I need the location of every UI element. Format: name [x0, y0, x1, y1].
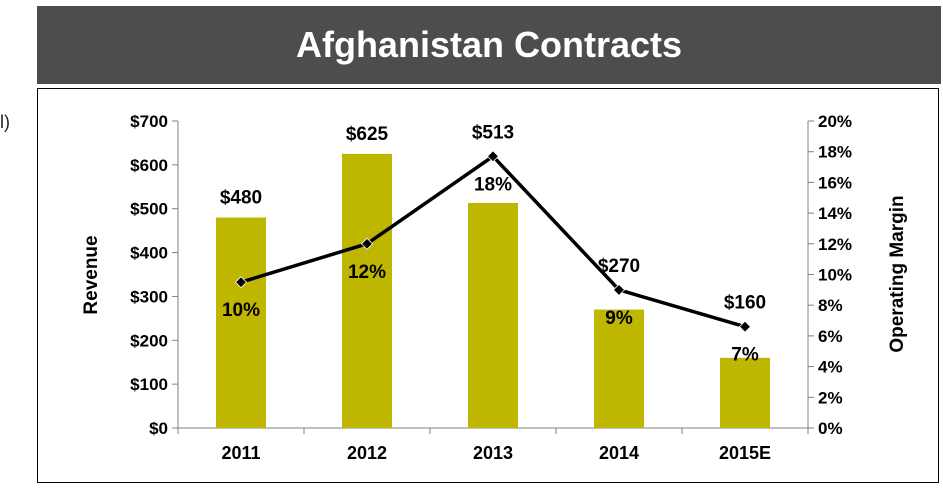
right-axis-tick-label: 10%	[818, 266, 852, 285]
revenue-bar	[720, 357, 770, 428]
right-axis-tick-label: 20%	[818, 112, 852, 131]
line-series	[234, 150, 752, 333]
right-axis-tick-label: 4%	[818, 358, 843, 377]
data-labels: $480 $625 $513 $270 $160 10% 12% 18% 9% 7%	[220, 122, 766, 365]
right-axis-tick-label: 2%	[818, 388, 843, 407]
operating-margin-point	[612, 283, 626, 296]
chart-axes: $0 $100 $200 $300 $400 $500 $600 $700 0% 2% 4% 6% 8%…	[81, 112, 908, 463]
left-axis-title: Revenue	[81, 235, 102, 314]
operating-margin-label: 10%	[222, 300, 260, 321]
x-axis-tick-label: 2015E	[719, 443, 771, 463]
operating-margin-point	[234, 276, 248, 289]
right-axis-tick-label: 8%	[818, 296, 843, 315]
right-axis-tick-label: 12%	[818, 235, 852, 254]
bar-series	[216, 153, 770, 428]
x-axis-tick-label: 2013	[473, 443, 513, 463]
right-axis-title: Operating Margin	[887, 195, 908, 352]
x-axis-tick-label: 2012	[347, 443, 387, 463]
x-axis-tick-label: 2014	[599, 443, 639, 463]
left-axis-tick-label: $100	[130, 375, 168, 394]
operating-margin-label: 7%	[731, 345, 759, 366]
right-axis-tick-label: 0%	[818, 419, 843, 438]
right-axis-tick-label: 18%	[818, 143, 852, 162]
left-axis-tick-label: $300	[130, 287, 168, 306]
left-axis-tick-label: $0	[149, 419, 168, 438]
right-axis-tick-label: 16%	[818, 173, 852, 192]
left-axis-tick-label: $500	[130, 200, 168, 219]
operating-margin-label: 12%	[348, 262, 386, 283]
operating-margin-label: 18%	[474, 174, 512, 195]
operating-margin-point	[738, 320, 752, 333]
operating-margin-point	[486, 150, 500, 163]
left-axis-tick-label: $200	[130, 331, 168, 350]
revenue-bar	[594, 309, 644, 428]
right-axis-tick-label: 14%	[818, 204, 852, 223]
left-axis-tick-label: $400	[130, 244, 168, 263]
chart-title-banner: Afghanistan Contracts	[37, 6, 941, 84]
revenue-bar-label: $480	[220, 187, 262, 208]
side-mark: l)	[0, 112, 10, 132]
x-axis-tick-label: 2011	[221, 443, 260, 463]
operating-margin-point	[360, 237, 374, 250]
right-axis-tick-label: 6%	[818, 327, 843, 346]
revenue-bar-label: $270	[598, 256, 640, 277]
revenue-bar	[342, 153, 392, 428]
left-axis-tick-label: $600	[130, 156, 168, 175]
chart-title: Afghanistan Contracts	[295, 24, 683, 65]
operating-margin-label: 9%	[605, 308, 633, 329]
revenue-bar-label: $513	[472, 122, 514, 143]
chart-frame	[37, 88, 939, 483]
revenue-bar-label: $160	[724, 293, 766, 314]
revenue-bar	[468, 203, 518, 428]
left-axis-tick-label: $700	[130, 112, 168, 131]
revenue-bar-label: $625	[346, 124, 389, 145]
revenue-bar	[216, 217, 266, 428]
